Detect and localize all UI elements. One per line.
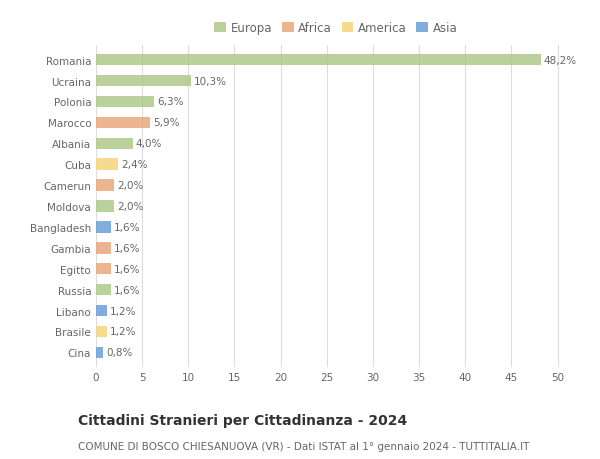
Bar <box>96 326 107 337</box>
Bar <box>96 96 154 108</box>
Text: 2,0%: 2,0% <box>117 181 143 190</box>
Text: 1,6%: 1,6% <box>113 243 140 253</box>
Text: 0,8%: 0,8% <box>106 347 133 358</box>
Text: 48,2%: 48,2% <box>544 56 577 66</box>
Text: 6,3%: 6,3% <box>157 97 184 107</box>
Bar <box>96 222 111 233</box>
Text: 4,0%: 4,0% <box>136 139 162 149</box>
Text: 1,2%: 1,2% <box>110 327 136 337</box>
Bar <box>96 242 111 254</box>
Bar <box>96 55 541 66</box>
Bar <box>96 201 115 212</box>
Bar <box>96 138 133 150</box>
Bar <box>96 76 191 87</box>
Text: 2,4%: 2,4% <box>121 160 148 170</box>
Text: 10,3%: 10,3% <box>194 76 227 86</box>
Bar <box>96 118 151 129</box>
Text: 1,6%: 1,6% <box>113 285 140 295</box>
Bar <box>96 347 103 358</box>
Bar <box>96 284 111 296</box>
Bar <box>96 305 107 317</box>
Text: 1,6%: 1,6% <box>113 223 140 232</box>
Bar <box>96 263 111 275</box>
Legend: Europa, Africa, America, Asia: Europa, Africa, America, Asia <box>212 20 460 37</box>
Text: Cittadini Stranieri per Cittadinanza - 2024: Cittadini Stranieri per Cittadinanza - 2… <box>78 413 407 427</box>
Bar <box>96 159 118 171</box>
Text: 1,2%: 1,2% <box>110 306 136 316</box>
Text: 2,0%: 2,0% <box>117 202 143 212</box>
Text: COMUNE DI BOSCO CHIESANUOVA (VR) - Dati ISTAT al 1° gennaio 2024 - TUTTITALIA.IT: COMUNE DI BOSCO CHIESANUOVA (VR) - Dati … <box>78 441 529 451</box>
Text: 5,9%: 5,9% <box>153 118 180 128</box>
Bar <box>96 180 115 191</box>
Text: 1,6%: 1,6% <box>113 264 140 274</box>
